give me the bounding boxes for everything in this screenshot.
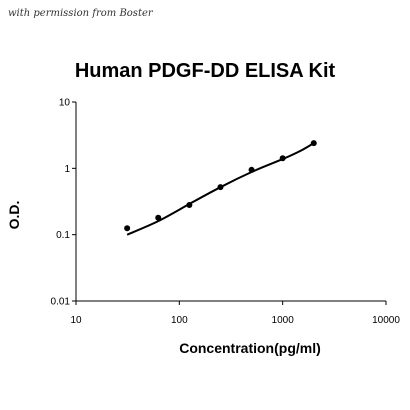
fit-curve-group [126, 142, 315, 236]
data-points-group [124, 140, 317, 232]
chart-title: Human PDGF-DD ELISA Kit [74, 60, 336, 82]
y-tick-label: 0.01 [51, 297, 71, 308]
chart-axes: 0.01 0.1 1 10 10 100 1000 10000 [51, 98, 401, 327]
y-tick-label: 0.1 [56, 230, 70, 241]
data-point [186, 202, 193, 209]
data-point [217, 184, 224, 191]
data-point [155, 214, 162, 221]
data-point [124, 225, 131, 232]
x-tick-label: 10 [70, 315, 82, 326]
watermark-text: with permission from Boster [8, 8, 153, 19]
x-tick-label: 10000 [372, 315, 400, 326]
data-point [310, 140, 317, 147]
data-point [248, 166, 255, 173]
fit-curve-line [126, 142, 315, 236]
y-tick-label: 1 [64, 164, 70, 175]
y-tick-label: 10 [59, 98, 71, 109]
x-tick-label: 100 [171, 315, 188, 326]
x-tick-label: 1000 [272, 315, 295, 326]
x-axis-label: Concentration(pg/ml) [179, 340, 321, 356]
data-point [279, 155, 286, 162]
